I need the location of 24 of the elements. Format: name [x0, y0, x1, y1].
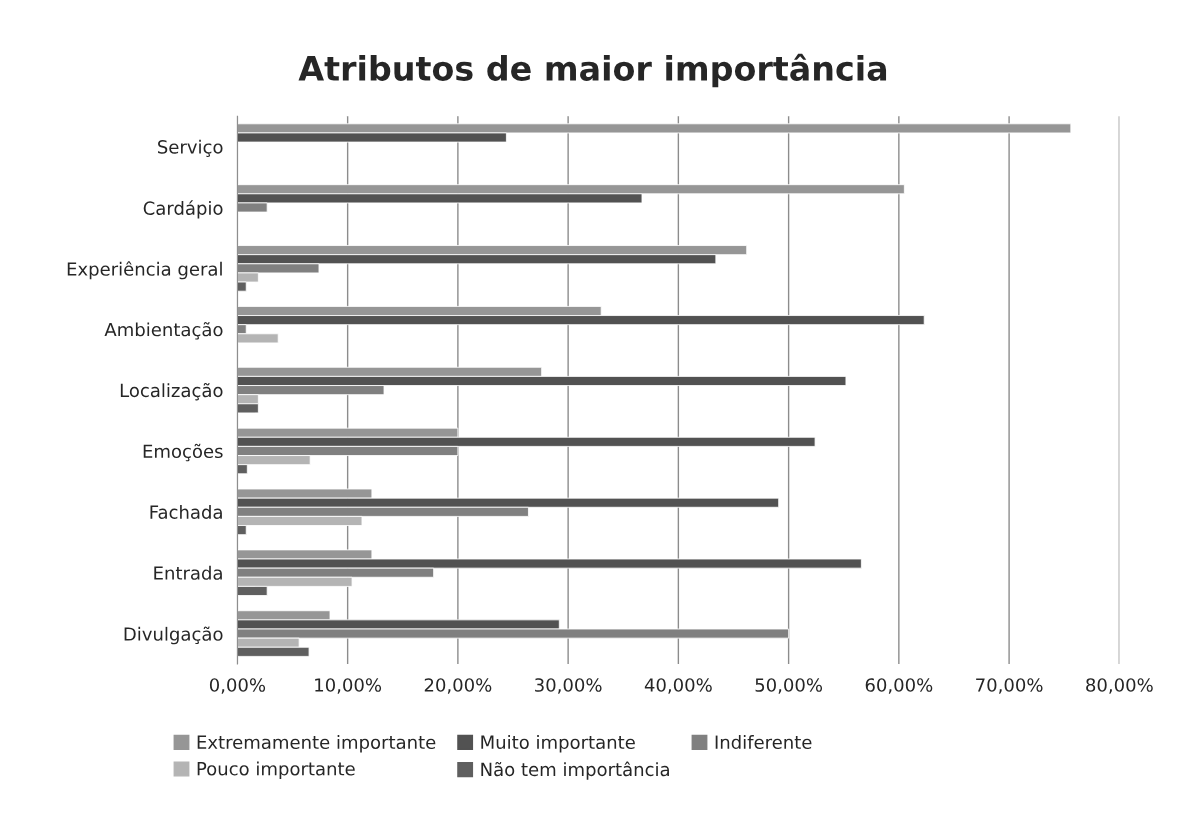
y-tick-label: Experiência geral: [67, 261, 222, 280]
x-tick-label: 10,00%: [315, 678, 382, 694]
y-tick-label: Emoções: [143, 443, 223, 462]
legend-label: Não tem importância: [481, 761, 669, 780]
x-tick-label: 40,00%: [644, 678, 712, 694]
legend-label: Extremamente importante: [197, 735, 436, 753]
legend-label: Indiferente: [715, 735, 812, 750]
y-tick-label: Ambientação: [104, 322, 223, 340]
x-tick-label: 30,00%: [535, 678, 602, 694]
legend-label: Pouco importante: [197, 761, 355, 780]
x-tick-label: 20,00%: [424, 678, 492, 694]
legend-label: Muito importante: [481, 735, 635, 753]
y-tick-label: Serviço: [158, 139, 223, 157]
y-tick-label: Entrada: [154, 565, 222, 580]
x-tick-label: 60,00%: [865, 678, 933, 694]
y-tick-label: Cardápio: [143, 200, 223, 219]
y-tick-label: Fachada: [150, 504, 222, 519]
x-tick-label: 50,00%: [755, 678, 823, 694]
x-tick-label: 70,00%: [976, 678, 1043, 694]
x-tick-label: 0,00%: [209, 678, 266, 694]
y-tick-label: Divulgação: [124, 626, 223, 645]
x-tick-label: 80,00%: [1086, 678, 1153, 694]
chart-title: Atributos de maior importância: [298, 53, 887, 88]
y-tick-label: Localização: [120, 382, 223, 401]
